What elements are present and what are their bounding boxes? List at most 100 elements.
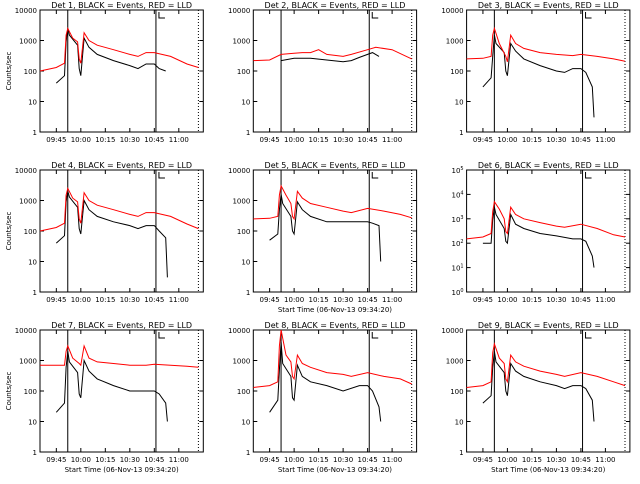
panel-title: Det 6, BLACK = Events, RED = LLD <box>478 161 619 170</box>
panel-title: Det 9, BLACK = Events, RED = LLD <box>478 321 619 330</box>
panel-det-6: Det 6, BLACK = Events, RED = LLD 100 101 10… <box>451 161 631 304</box>
marker-bracket <box>371 172 379 179</box>
panel-title: Det 3, BLACK = Events, RED = LLD <box>478 1 619 10</box>
x-tick-label: 10:45 <box>358 296 378 304</box>
y-tick-label: 10 <box>28 259 37 267</box>
x-axis-label: Start Time (06-Nov-13 09:34:20) <box>491 466 605 474</box>
series-events-line <box>269 194 382 262</box>
x-tick-label: 09:45 <box>46 296 66 304</box>
y-tick-label: 100 <box>237 228 250 236</box>
y-axis-label: Counts/sec <box>5 372 13 411</box>
x-tick-label: 10:30 <box>120 296 140 304</box>
y-tick-label: 1000 <box>19 38 37 46</box>
series-lld-line <box>253 184 412 221</box>
series-events-line <box>55 191 168 278</box>
y-tick-label: 1000 <box>232 198 250 206</box>
panel-det-2: Det 2, BLACK = Events, RED = LLD 1 10 100 10… <box>228 1 418 144</box>
marker-bracket <box>158 172 165 179</box>
y-tick-label: 10000 <box>228 167 250 175</box>
y-tick-label: 1 <box>246 129 250 137</box>
y-axis-label: Counts/sec <box>5 212 13 251</box>
plot-frame <box>252 9 418 133</box>
series-events-line <box>281 52 380 63</box>
y-tick-label: 1000 <box>446 38 464 46</box>
panel-det-3: Det 3, BLACK = Events, RED = LLD 1 10 100 10… <box>441 1 631 144</box>
series-lld-line <box>466 341 626 388</box>
x-tick-label: 10:45 <box>144 456 164 464</box>
x-tick-label: 09:45 <box>473 136 493 144</box>
x-tick-label: 10:45 <box>571 456 591 464</box>
y-tick-label: 1 <box>246 449 250 457</box>
y-tick-label: 1 <box>33 129 37 137</box>
marker-bracket <box>371 12 379 19</box>
x-tick-label: 10:45 <box>144 296 164 304</box>
marker-bracket <box>585 12 592 19</box>
x-tick-label: 10:45 <box>144 136 164 144</box>
marker-bracket <box>158 332 165 339</box>
y-tick-label: 1 <box>33 449 37 457</box>
x-tick-label: 10:00 <box>284 136 304 144</box>
x-tick-label: 10:30 <box>333 136 353 144</box>
y-tick-label: 103 <box>451 215 463 224</box>
y-tick-label: 1000 <box>232 358 250 366</box>
x-tick-label: 10:15 <box>95 456 115 464</box>
x-tick-label: 10:00 <box>71 136 91 144</box>
y-tick-label: 10 <box>241 419 250 427</box>
x-tick-label: 10:30 <box>333 456 353 464</box>
panel-det-5: Det 5, BLACK = Events, RED = LLD 1 10 100 10… <box>228 161 418 314</box>
y-tick-label: 10000 <box>441 327 463 335</box>
x-tick-label: 11:00 <box>595 296 615 304</box>
marker-bracket <box>585 172 592 179</box>
y-tick-label: 10000 <box>441 7 463 15</box>
series-events-line <box>55 28 166 84</box>
x-tick-label: 11:00 <box>169 136 189 144</box>
x-tick-label: 11:00 <box>595 456 615 464</box>
x-tick-label: 10:00 <box>71 456 91 464</box>
x-tick-label: 10:15 <box>309 456 329 464</box>
y-tick-label: 10000 <box>15 167 37 175</box>
x-tick-label: 10:30 <box>333 296 353 304</box>
x-tick-label: 10:30 <box>120 456 140 464</box>
y-tick-label: 10 <box>241 99 250 107</box>
y-tick-label: 10 <box>28 419 37 427</box>
x-tick-label: 09:45 <box>260 456 280 464</box>
y-tick-label: 105 <box>451 166 463 175</box>
y-tick-label: 100 <box>24 68 37 76</box>
y-tick-label: 100 <box>24 228 37 236</box>
x-tick-label: 10:30 <box>546 296 566 304</box>
x-tick-label: 10:15 <box>95 296 115 304</box>
y-tick-label: 1000 <box>19 358 37 366</box>
x-tick-label: 11:00 <box>169 456 189 464</box>
x-tick-label: 09:45 <box>46 136 66 144</box>
x-axis-label: Start Time (06-Nov-13 09:34:20) <box>278 466 392 474</box>
panel-det-4: Det 4, BLACK = Events, RED = LLD 1 10 100 10… <box>5 161 204 304</box>
panel-det-1: Det 1, BLACK = Events, RED = LLD 1 10 100 10… <box>5 1 204 144</box>
x-tick-label: 09:45 <box>260 136 280 144</box>
x-tick-label: 09:45 <box>473 456 493 464</box>
series-events-line <box>482 351 595 422</box>
series-lld-line <box>40 344 199 368</box>
x-axis-label: Start Time (06-Nov-13 09:34:20) <box>278 306 392 314</box>
x-tick-label: 10:15 <box>309 296 329 304</box>
panel-det-7: Det 7, BLACK = Events, RED = LLD 1 10 100 10… <box>5 321 204 474</box>
marker-bracket <box>371 332 379 339</box>
x-axis-label: Start Time (06-Nov-13 09:34:20) <box>65 466 179 474</box>
plot-frame <box>466 169 631 293</box>
y-tick-label: 1000 <box>232 38 250 46</box>
x-tick-label: 10:45 <box>358 136 378 144</box>
series-events-line <box>269 342 382 422</box>
x-tick-label: 10:30 <box>120 136 140 144</box>
series-lld-line <box>39 26 199 72</box>
y-tick-label: 100 <box>450 68 463 76</box>
plot-frame <box>39 329 204 453</box>
panel-det-8: Det 8, BLACK = Events, RED = LLD 1 10 100 10… <box>228 321 418 474</box>
marker-bracket <box>585 332 592 339</box>
panel-title: Det 8, BLACK = Events, RED = LLD <box>265 321 406 330</box>
x-tick-label: 10:15 <box>522 456 542 464</box>
y-tick-label: 10 <box>455 419 464 427</box>
y-tick-label: 100 <box>237 388 250 396</box>
y-tick-label: 104 <box>451 190 463 199</box>
x-tick-label: 10:45 <box>358 456 378 464</box>
y-tick-label: 100 <box>237 68 250 76</box>
